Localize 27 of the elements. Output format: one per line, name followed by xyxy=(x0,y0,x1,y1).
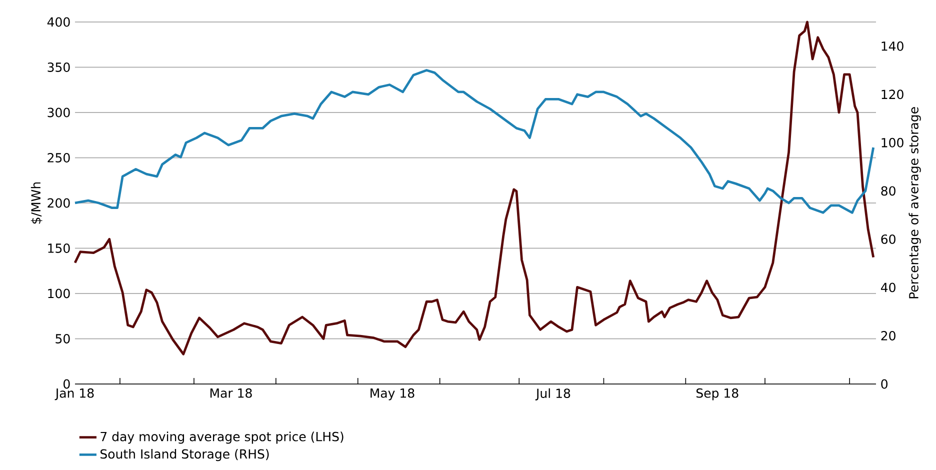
x-tick-label: Mar 18 xyxy=(210,388,252,398)
y2-tick-label: 40 xyxy=(880,282,896,292)
y-tick-label: 100 xyxy=(48,288,70,298)
legend-label: 7 day moving average spot price (LHS) xyxy=(100,432,344,444)
x-tick-label: Jan 18 xyxy=(54,388,94,400)
legend-label: South Island Storage (RHS) xyxy=(100,448,269,462)
y-tick-label: 200 xyxy=(48,198,70,208)
y-tick-label: 0 xyxy=(64,379,70,389)
y2-tick-label: 60 xyxy=(881,234,896,244)
line-series xyxy=(74,20,875,356)
y2-tick-label: 0 xyxy=(881,379,888,389)
y-axis-title: $/MWh xyxy=(30,182,42,224)
y2-tick-label: 80 xyxy=(881,186,896,196)
y2-tick-label: 100 xyxy=(882,138,904,148)
x-tick-label: Jul 18 xyxy=(535,388,570,400)
y-tick-label: 150 xyxy=(48,244,70,253)
y2-axis-title: Percentage of average storage xyxy=(908,107,921,298)
x-tick-label: Sep 18 xyxy=(696,388,738,400)
y2-tick-label: 20 xyxy=(881,330,896,340)
y-tick-label: 50 xyxy=(56,334,70,344)
y2-tick-label: 120 xyxy=(882,90,904,100)
y-tick-label: 400 xyxy=(47,17,70,27)
x-tick-label: May 18 xyxy=(370,388,414,400)
y-tick-label: 250 xyxy=(48,153,70,162)
y-tick-label: 300 xyxy=(48,108,70,118)
y-tick-label: 350 xyxy=(48,62,70,72)
y2-tick-label: 140 xyxy=(882,41,904,51)
